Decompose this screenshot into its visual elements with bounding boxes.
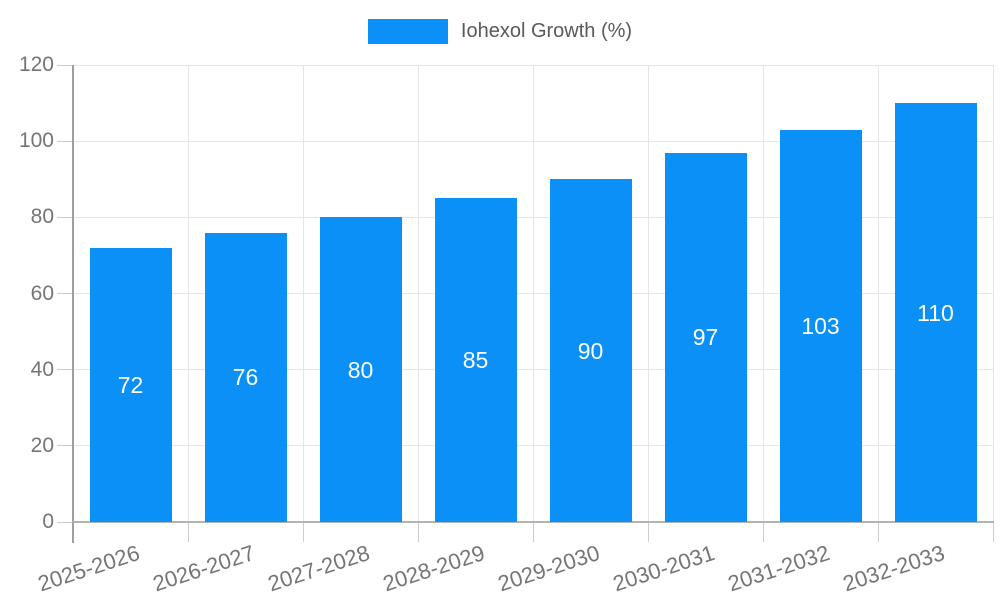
y-axis-tick xyxy=(57,445,73,447)
y-tick-label: 100 xyxy=(18,129,54,153)
v-gridline xyxy=(532,65,534,522)
v-gridline xyxy=(417,65,419,522)
x-axis-tick xyxy=(992,522,994,542)
y-axis-tick xyxy=(57,293,73,294)
bar-value-label: 103 xyxy=(801,312,840,339)
bar[interactable]: 97 xyxy=(664,152,747,522)
x-tick-label: 2032-2033 xyxy=(840,540,948,597)
x-tick-label: 2027-2028 xyxy=(265,540,373,597)
x-tick-label: 2028-2029 xyxy=(380,540,488,597)
bar[interactable]: 90 xyxy=(549,179,632,522)
x-tick-label: 2031-2032 xyxy=(725,540,833,597)
bar[interactable]: 80 xyxy=(319,217,402,522)
v-gridline xyxy=(302,65,304,522)
y-axis-line xyxy=(72,65,74,543)
chart-legend[interactable]: Iohexol Growth (%) xyxy=(0,19,1000,44)
x-axis-tick xyxy=(762,522,764,542)
legend-label: Iohexol Growth (%) xyxy=(460,20,633,42)
v-gridline xyxy=(187,65,189,522)
v-gridline xyxy=(877,65,879,522)
bar-value-label: 97 xyxy=(692,324,719,351)
y-axis-tick xyxy=(57,64,73,66)
x-tick-label: 2029-2030 xyxy=(495,540,603,597)
bar-value-label: 90 xyxy=(577,337,604,364)
x-axis-line xyxy=(73,521,994,523)
legend-swatch-icon xyxy=(367,19,448,44)
x-tick-label: 2030-2031 xyxy=(610,540,718,597)
y-tick-label: 20 xyxy=(30,433,54,457)
bar-value-label: 85 xyxy=(462,347,489,374)
y-tick-label: 80 xyxy=(30,205,54,229)
x-axis-tick xyxy=(532,522,534,542)
x-axis-tick xyxy=(187,522,189,542)
x-tick-label: 2025-2026 xyxy=(35,540,143,597)
bar-value-label: 76 xyxy=(232,364,259,391)
bar[interactable]: 72 xyxy=(89,247,172,522)
bar-value-label: 80 xyxy=(347,356,374,383)
y-axis-tick xyxy=(57,369,73,371)
bar[interactable]: 110 xyxy=(894,103,977,522)
bar[interactable]: 76 xyxy=(204,232,287,522)
y-axis-tick xyxy=(57,140,73,142)
y-axis-tick xyxy=(57,521,73,523)
x-axis-tick xyxy=(417,522,419,542)
x-axis-tick xyxy=(647,522,649,542)
bar-value-label: 110 xyxy=(917,299,954,326)
y-tick-label: 60 xyxy=(30,281,54,305)
v-gridline xyxy=(992,65,994,522)
x-tick-label: 2026-2027 xyxy=(150,540,258,597)
y-axis-tick xyxy=(57,216,73,218)
x-axis-tick xyxy=(302,522,304,542)
x-axis-tick xyxy=(877,522,879,542)
bar-value-label: 72 xyxy=(117,371,144,398)
v-gridline xyxy=(647,65,649,522)
y-tick-label: 120 xyxy=(18,53,54,76)
v-gridline xyxy=(762,65,764,522)
y-tick-label: 0 xyxy=(42,510,54,533)
bar[interactable]: 85 xyxy=(434,198,517,522)
y-tick-label: 40 xyxy=(30,357,54,381)
bar[interactable]: 103 xyxy=(779,129,862,522)
